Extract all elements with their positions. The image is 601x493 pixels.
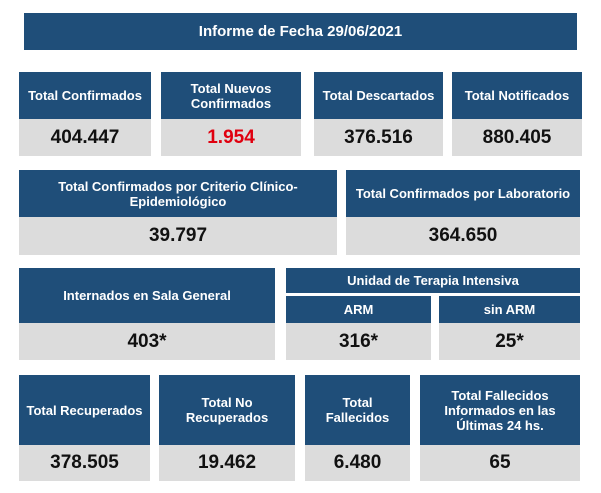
arm-label: ARM [286,296,431,323]
confirmados-laboratorio-label: Total Confirmados por Laboratorio [346,170,580,217]
total-fallecidos-value: 6.480 [305,445,410,481]
total-fallecidos-label: Total Fallecidos [305,375,410,445]
total-recuperados-label: Total Recuperados [19,375,150,445]
total-confirmados-label: Total Confirmados [19,72,151,119]
total-descartados-value: 376.516 [314,119,443,156]
total-nuevos-confirmados-label: Total Nuevos Confirmados [161,72,301,119]
fallecidos-24hs-label: Total Fallecidos Informados en las Últim… [420,375,580,445]
uti-label: Unidad de Terapia Intensiva [286,268,580,293]
total-notificados-label: Total Notificados [452,72,582,119]
report-title: Informe de Fecha 29/06/2021 [24,13,577,50]
arm-value: 316* [286,323,431,360]
sin-arm-label: sin ARM [439,296,580,323]
confirmados-clinico-value: 39.797 [19,217,337,255]
confirmados-laboratorio-value: 364.650 [346,217,580,255]
sala-general-label: Internados en Sala General [19,268,275,323]
total-no-recuperados-value: 19.462 [159,445,295,481]
total-recuperados-value: 378.505 [19,445,150,481]
sin-arm-value: 25* [439,323,580,360]
total-no-recuperados-label: Total No Recuperados [159,375,295,445]
total-nuevos-confirmados-value: 1.954 [161,119,301,156]
total-confirmados-value: 404.447 [19,119,151,156]
sala-general-value: 403* [19,323,275,360]
fallecidos-24hs-value: 65 [420,445,580,481]
confirmados-clinico-label: Total Confirmados por Criterio Clínico-E… [19,170,337,217]
total-notificados-value: 880.405 [452,119,582,156]
total-descartados-label: Total Descartados [314,72,443,119]
